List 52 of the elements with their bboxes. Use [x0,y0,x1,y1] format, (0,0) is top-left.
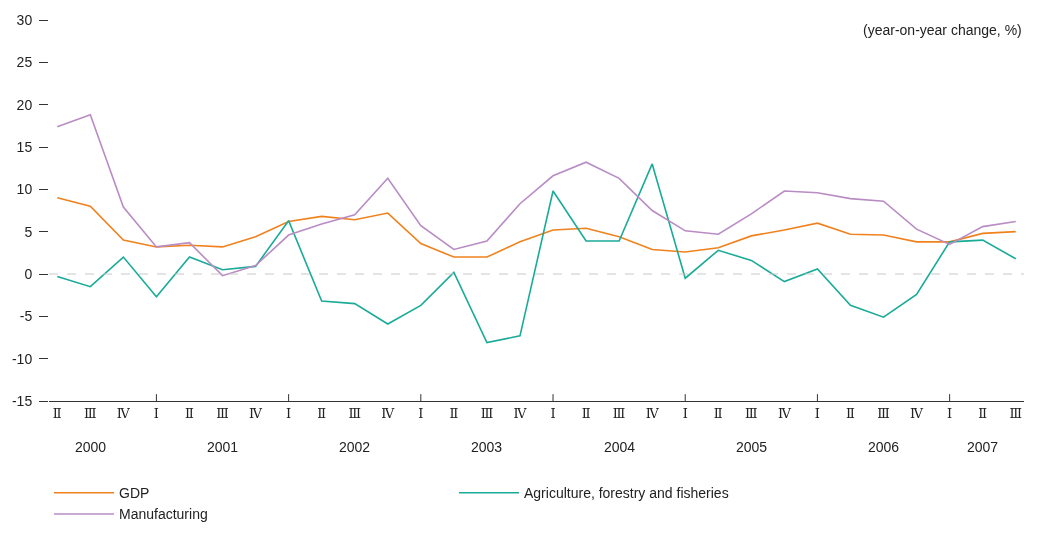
x-tick-label: Ⅱ [52,405,62,421]
x-tick-label: Ⅲ [745,405,758,421]
x-tick-label: Ⅲ [216,405,229,421]
legend-label: Agriculture, forestry and fisheries [524,485,729,502]
y-tick-label: 0 [24,265,33,282]
x-tick-label: Ⅰ [814,405,820,421]
x-tick-label: Ⅰ [682,405,688,421]
x-tick-label: Ⅰ [418,405,424,421]
x-tick-label: Ⅲ [348,405,361,421]
x-tick-label: Ⅳ [645,405,660,421]
x-tick-label: Ⅱ [978,405,988,421]
y-tick-label: -5 [19,308,33,325]
legend-label: GDP [119,485,150,502]
x-tick-label: Ⅲ [480,405,494,421]
x-tick-label: Ⅳ [249,405,264,421]
y-tick-label: -15 [11,392,33,409]
x-tick-label: Ⅳ [513,405,528,421]
x-tick-label: Ⅲ [1009,405,1023,421]
x-tick-label: Ⅳ [777,405,792,421]
y-tick-label: -10 [11,350,33,367]
x-tick-label: Ⅱ [317,405,327,421]
x-tick-label: Ⅱ [581,405,591,421]
x-tick-label: Ⅳ [116,405,131,421]
text: 2002 [339,439,371,455]
y-tick-label: 30 [16,11,33,28]
x-tick-label: Ⅰ [153,405,159,421]
text: 2000 [75,439,107,455]
y-tick-label: 20 [16,96,33,113]
legend-label: Manufacturing [119,506,208,523]
y-axis-title: (year-on-year change, %) [863,22,1022,38]
x-tick-label: Ⅱ [449,405,459,421]
text: 2001 [207,439,239,455]
x-tick-label: Ⅱ [185,405,195,421]
x-tick-label: Ⅱ [713,405,723,421]
text: 2004 [604,439,636,455]
x-tick-label: Ⅲ [84,405,97,421]
text: 2005 [736,439,768,455]
x-tick-label: Ⅳ [910,405,925,421]
text: 2003 [471,439,503,455]
text: 2006 [868,439,900,455]
y-tick-label: 25 [16,54,33,71]
y-tick-label: 5 [24,223,33,240]
text: 2007 [967,439,999,455]
x-tick-label: Ⅰ [550,405,556,421]
x-tick-label: Ⅲ [877,405,890,421]
x-tick-label: Ⅰ [947,405,953,421]
y-tick-label: 10 [16,181,33,198]
x-tick-label: Ⅳ [381,405,396,421]
y-tick-label: 15 [16,138,33,155]
x-tick-label: Ⅰ [286,405,292,421]
x-tick-label: Ⅲ [612,405,626,421]
x-tick-label: Ⅱ [846,405,856,421]
